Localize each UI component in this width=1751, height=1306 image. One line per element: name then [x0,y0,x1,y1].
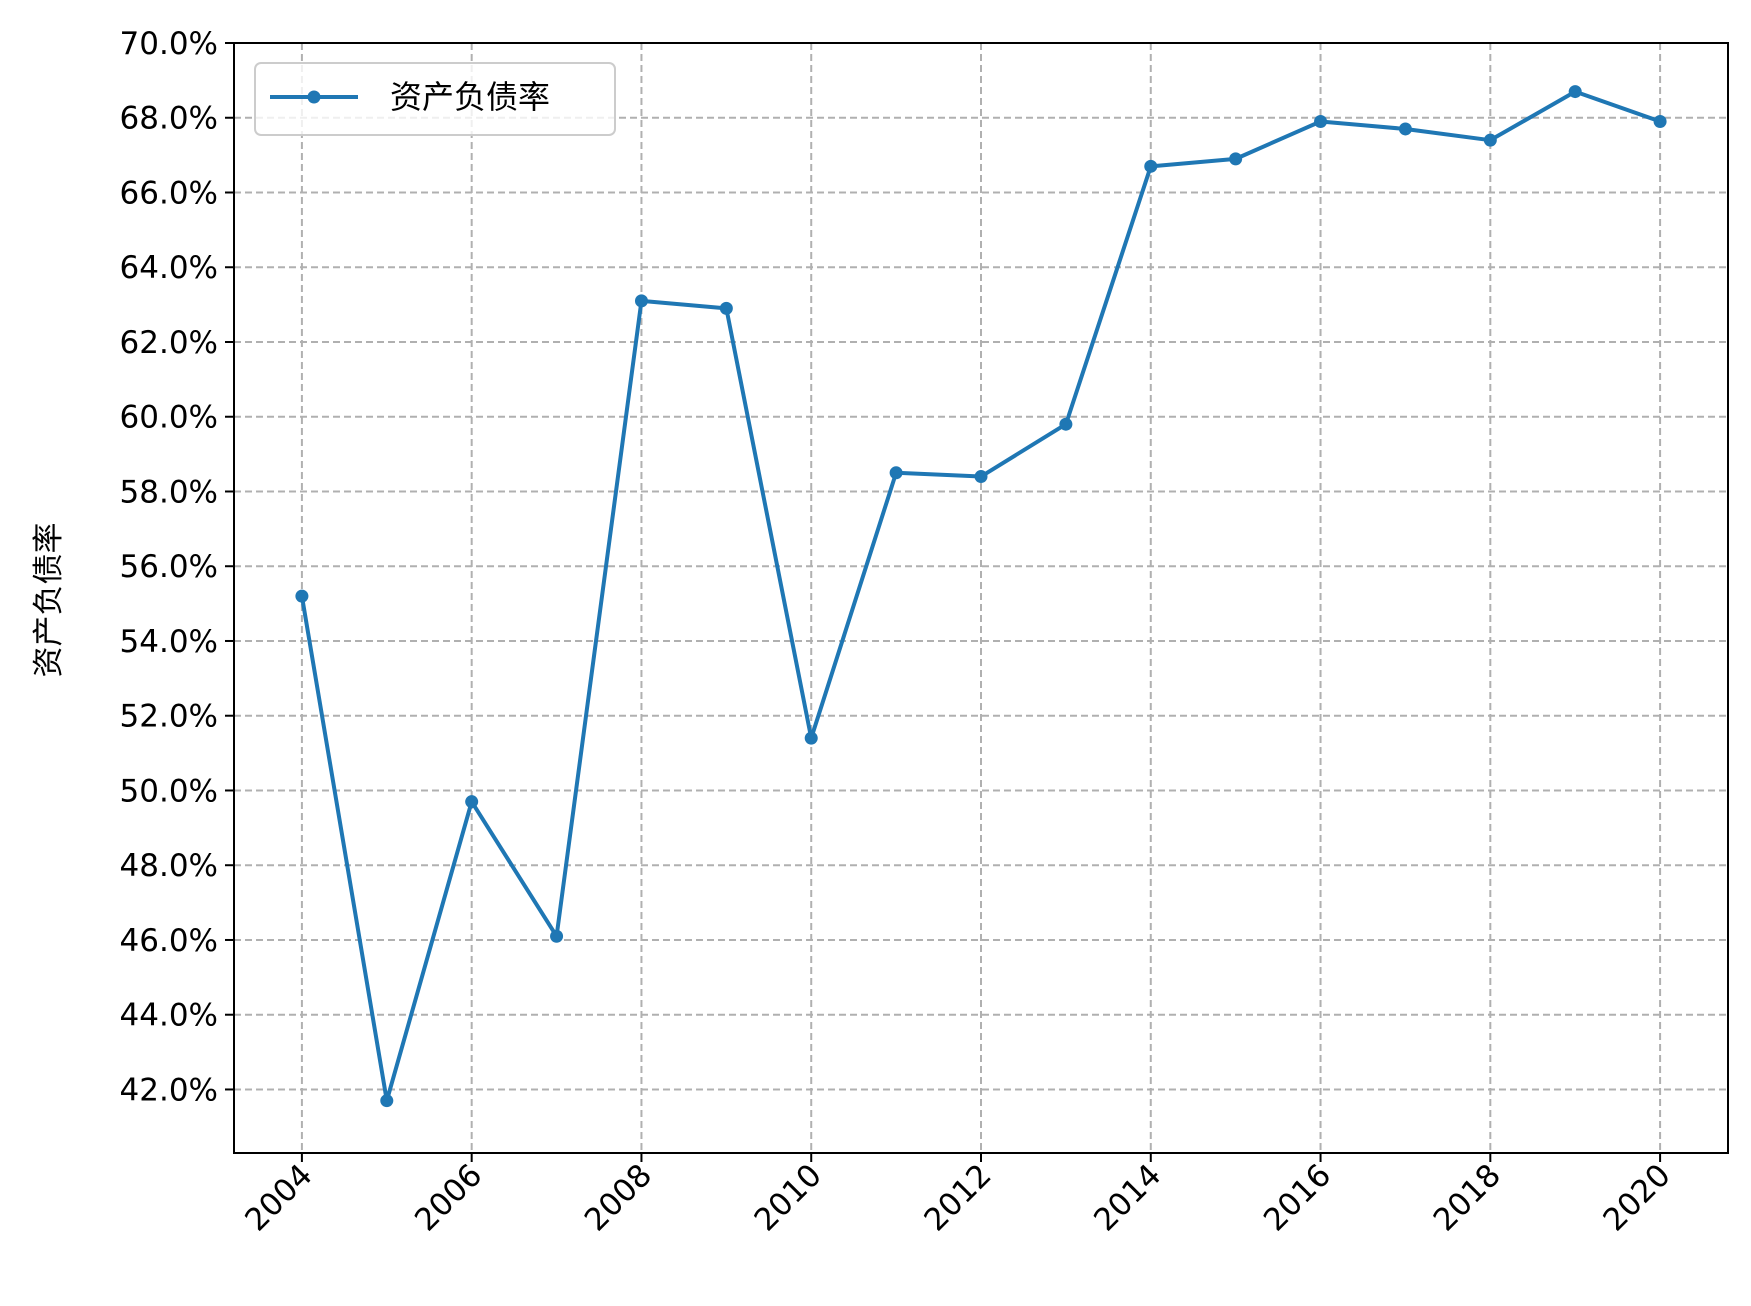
data-point [1569,85,1582,98]
y-axis: 42.0% 44.0% 46.0% 48.0% 50.0% 52.0% 54.0% 56.0%… [120,26,234,1108]
x-tick-label: 2014 [1087,1157,1168,1238]
y-tick-label: 44.0% [120,998,218,1034]
data-point [1399,122,1412,135]
y-tick-label: 50.0% [120,773,218,809]
y-tick-label: 68.0% [120,101,218,137]
y-axis-label: 资产负债率 [31,523,67,678]
legend-marker-sample [308,91,321,104]
y-tick-label: 52.0% [120,699,218,735]
x-tick-label: 2016 [1257,1157,1338,1238]
data-point [1654,115,1667,128]
y-tick-label: 56.0% [120,549,218,585]
data-point [1144,160,1157,173]
y-tick-label: 58.0% [120,474,218,510]
data-point [635,294,648,307]
y-tick-label: 70.0% [120,26,218,62]
data-point [1484,134,1497,147]
data-point [720,302,733,315]
y-tick-label: 66.0% [120,175,218,211]
legend: 资产负债率 [255,63,615,135]
x-tick-label: 2006 [408,1157,489,1238]
data-point [1314,115,1327,128]
data-point [975,470,988,483]
y-tick-label: 60.0% [120,400,218,436]
data-point [465,795,478,808]
x-tick-label: 2004 [238,1157,319,1238]
y-tick-label: 54.0% [120,624,218,660]
x-tick-label: 2008 [578,1157,659,1238]
y-tick-label: 64.0% [120,250,218,286]
y-tick-label: 48.0% [120,848,218,884]
x-axis: 2004 2006 2008 2010 2012 2014 2016 2018 2020 [238,1153,1677,1238]
x-tick-label: 2010 [748,1157,829,1238]
data-point [380,1094,393,1107]
data-point [890,466,903,479]
data-point [550,930,563,943]
data-point [805,732,818,745]
y-tick-label: 62.0% [120,325,218,361]
data-point [1059,418,1072,431]
data-point [1229,152,1242,165]
x-tick-label: 2020 [1596,1157,1677,1238]
legend-label: 资产负债率 [390,78,550,116]
y-tick-label: 46.0% [120,923,218,959]
y-tick-label: 42.0% [120,1072,218,1108]
x-tick-label: 2012 [917,1157,998,1238]
data-point [295,590,308,603]
x-tick-label: 2018 [1427,1157,1508,1238]
